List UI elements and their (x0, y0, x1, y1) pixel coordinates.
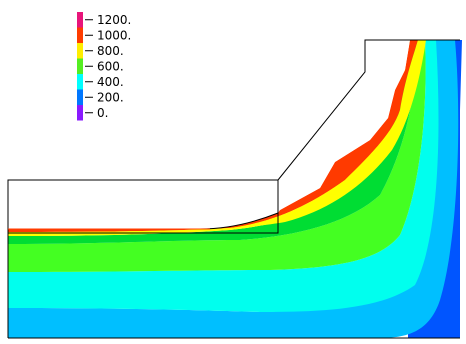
model-outline (7, 39, 460, 339)
legend-swatch (77, 58, 83, 74)
slope-line (277, 39, 460, 181)
band-400-600 (8, 40, 439, 312)
bench-box (7, 179, 279, 234)
legend-label: 200. (97, 90, 124, 104)
contour-bands (8, 40, 462, 338)
legend-label: 600. (97, 59, 124, 73)
excavated-region (7, 179, 279, 230)
legend: 1200.1000. 800.600. 400.200. 0. (77, 12, 131, 121)
legend-label: 800. (97, 44, 124, 58)
slope-void (278, 40, 410, 213)
legend-swatch (77, 105, 83, 121)
legend-swatch (77, 43, 83, 59)
band-600-700 (8, 40, 426, 272)
legend-label: 1200. (97, 13, 131, 27)
legend-swatch (77, 74, 83, 90)
legend-swatch (77, 27, 83, 43)
legend-label: 1000. (97, 28, 131, 42)
band-200-400 (8, 40, 459, 338)
legend-swatch (77, 12, 83, 28)
legend-label: 400. (97, 75, 124, 89)
legend-label: 0. (97, 106, 108, 120)
legend-swatch (77, 89, 83, 105)
